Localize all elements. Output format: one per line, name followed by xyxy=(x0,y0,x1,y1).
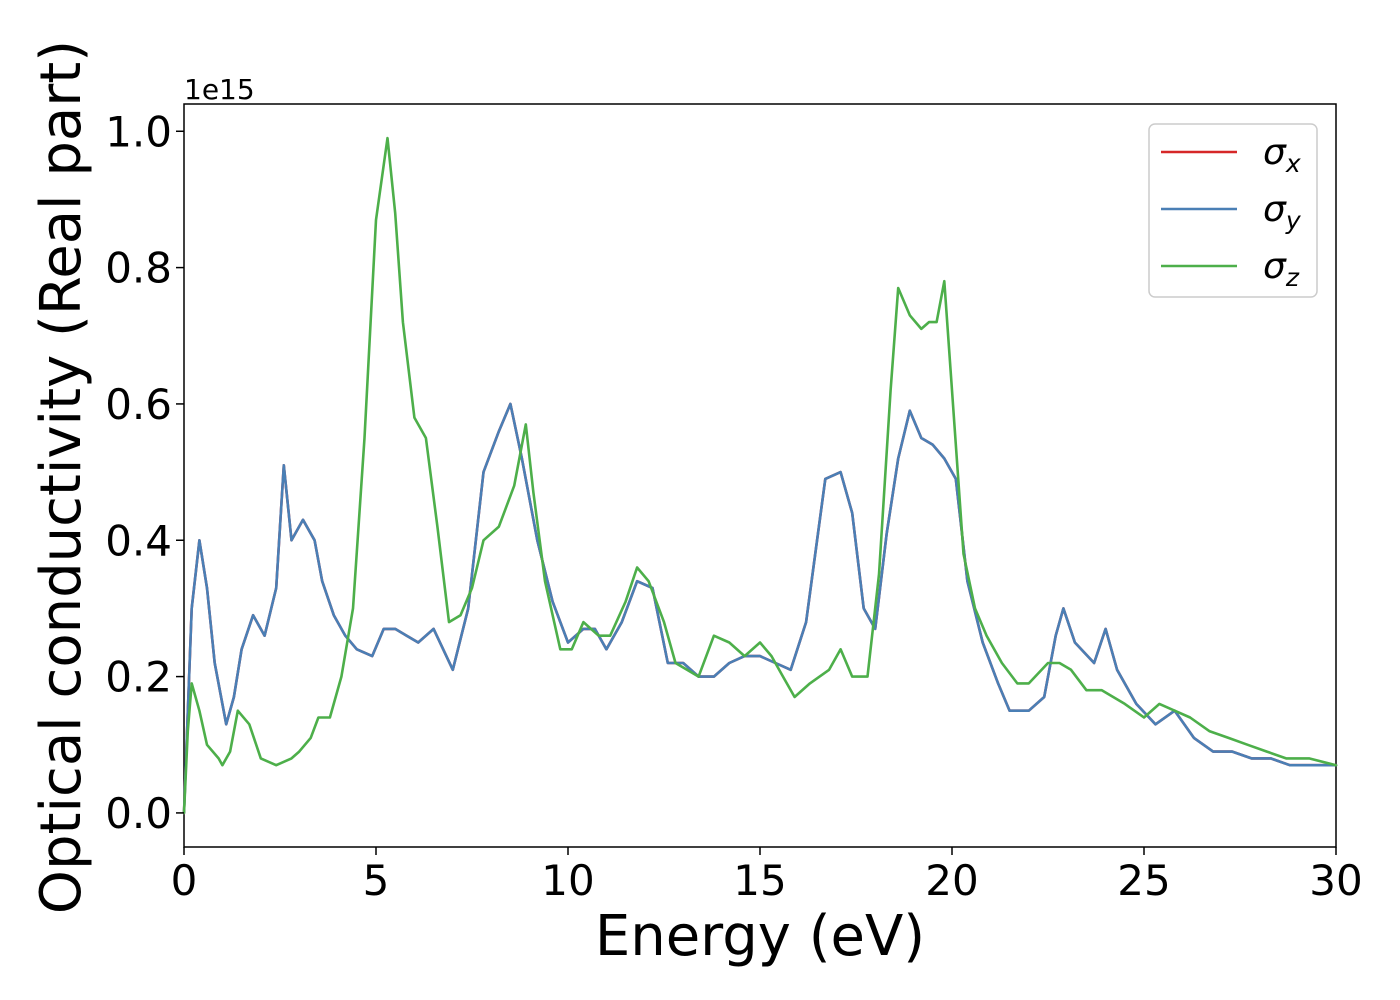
x-tick-label: 15 xyxy=(733,856,786,905)
y-offset-label: 1e15 xyxy=(184,73,255,106)
y-tick-label: 0.0 xyxy=(105,789,172,838)
series-layer xyxy=(182,136,1338,815)
y-tick-label: 0.8 xyxy=(105,244,172,293)
series-line-y xyxy=(182,402,1338,815)
x-tick-label: 5 xyxy=(363,856,390,905)
x-axis-title: Energy (eV) xyxy=(595,904,925,969)
y-tick-label: 0.6 xyxy=(105,380,172,429)
legend: σx σy σz xyxy=(1148,123,1318,298)
series-line-x xyxy=(182,402,1338,815)
y-tick-label: 1.0 xyxy=(105,107,172,156)
legend-label-x: σx xyxy=(1263,132,1301,178)
legend-label-y: σy xyxy=(1263,189,1302,235)
x-tick-label: 30 xyxy=(1309,856,1362,905)
x-tick-label: 10 xyxy=(541,856,594,905)
y-tick-label: 0.2 xyxy=(105,653,172,702)
x-tick-label: 0 xyxy=(171,856,198,905)
x-axis: 0 5 10 15 20 25 30 xyxy=(171,847,1363,905)
x-tick-label: 20 xyxy=(925,856,978,905)
y-axis: 0.0 0.2 0.4 0.6 0.8 1.0 xyxy=(105,107,184,838)
legend-frame xyxy=(1148,123,1318,298)
series-line-z xyxy=(182,136,1338,815)
x-tick-label: 25 xyxy=(1117,856,1170,905)
y-tick-label: 0.4 xyxy=(105,516,172,565)
legend-label-z: σz xyxy=(1263,246,1300,292)
y-axis-title: Optical conductivity (Real part) xyxy=(29,40,94,914)
